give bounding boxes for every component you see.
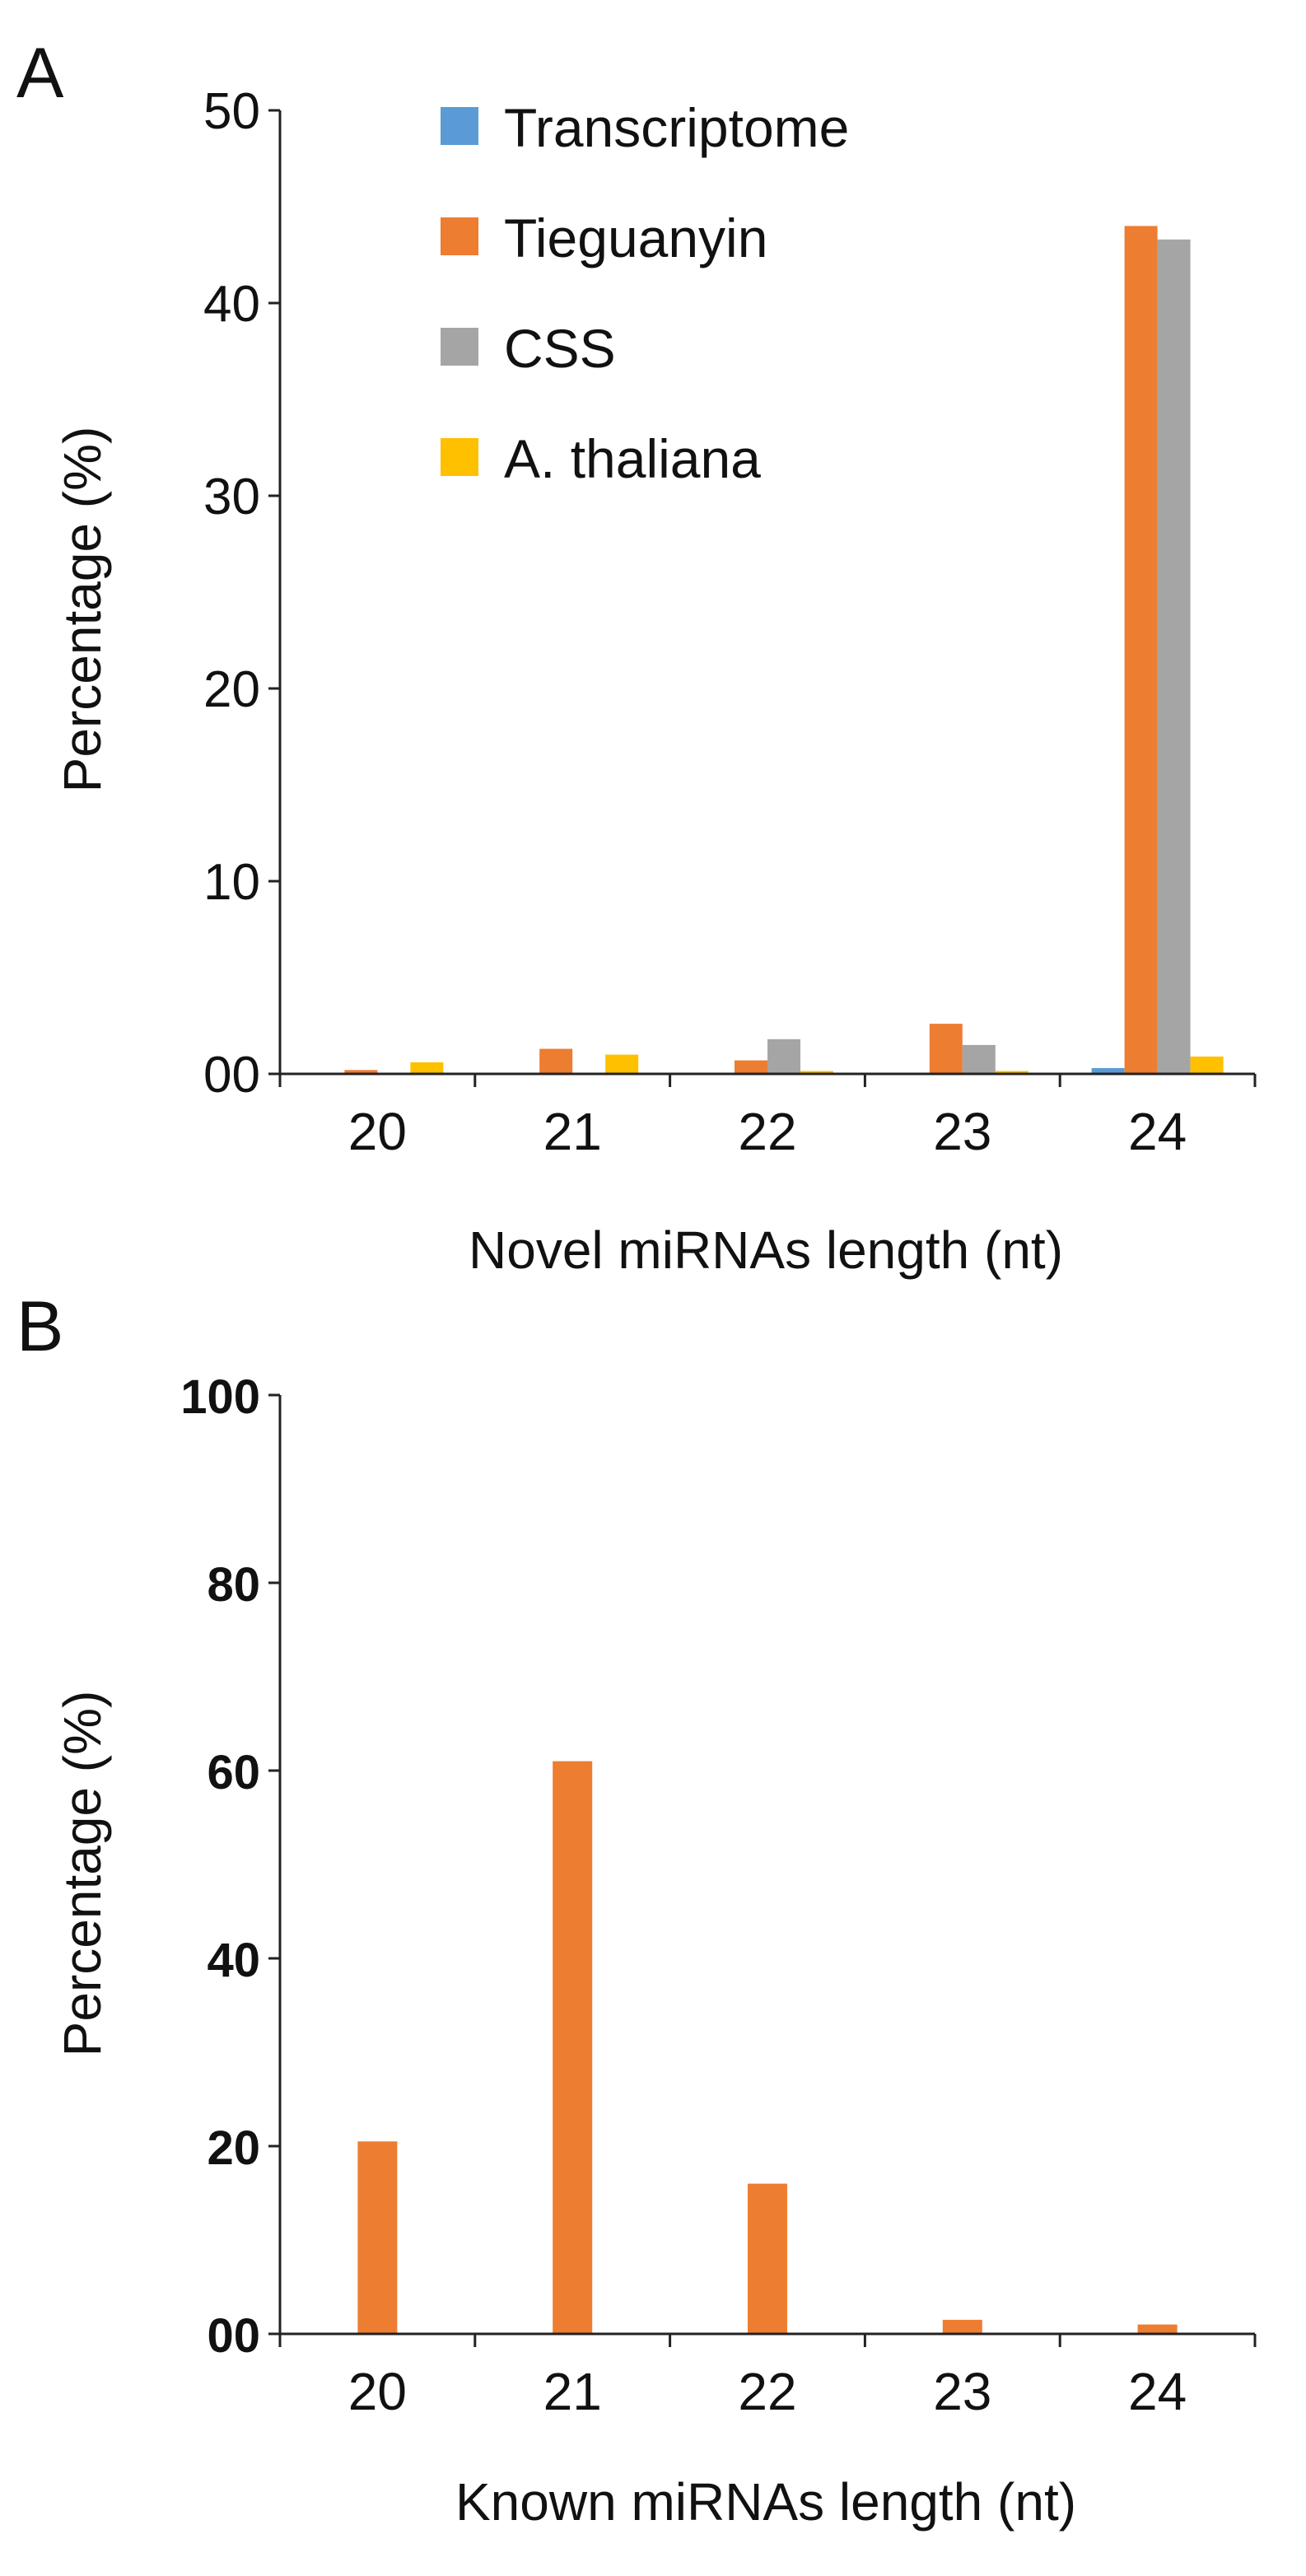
b-bar bbox=[357, 2141, 398, 2334]
a-bar bbox=[344, 1070, 378, 1074]
a-y-tick-label: 10 bbox=[203, 854, 260, 911]
a-legend-label: Transcriptome bbox=[504, 97, 849, 158]
a-bar bbox=[1091, 1067, 1125, 1074]
b-y-tick-label: 20 bbox=[207, 2121, 260, 2175]
a-y-tick-label: 00 bbox=[203, 1047, 260, 1104]
b-bar bbox=[748, 2183, 787, 2334]
panel-b-x-axis-label: Known miRNAs length (nt) bbox=[455, 2472, 1076, 2532]
b-y-tick-label: 40 bbox=[207, 1934, 260, 1987]
a-bar bbox=[995, 1071, 1028, 1074]
panel-b: B Percentage (%) Known miRNAs length (nt… bbox=[16, 1287, 1257, 2532]
a-bar bbox=[962, 1044, 996, 1074]
panel-b-y-axis-label: Percentage (%) bbox=[53, 1691, 112, 2057]
b-y-tick-label: 100 bbox=[180, 1370, 260, 1424]
b-y-tick-label: 80 bbox=[207, 1558, 260, 1612]
a-legend-label: CSS bbox=[504, 318, 616, 379]
b-bar bbox=[942, 2319, 982, 2334]
b-x-tick-label: 22 bbox=[738, 2362, 796, 2421]
a-bar bbox=[539, 1048, 573, 1074]
panel-a-legend: Transcriptome Tieguanyin CSS A. thaliana bbox=[441, 97, 849, 489]
a-bar bbox=[605, 1054, 639, 1074]
a-bar bbox=[767, 1038, 800, 1074]
a-y-tick-label: 30 bbox=[203, 469, 260, 525]
panel-b-bars bbox=[357, 1761, 1178, 2334]
a-legend-label: A. thaliana bbox=[504, 428, 761, 489]
a-x-tick-label: 20 bbox=[348, 1102, 407, 1161]
a-y-tick-label: 20 bbox=[203, 661, 260, 718]
b-x-tick-label: 20 bbox=[348, 2362, 407, 2421]
a-bar bbox=[929, 1024, 963, 1074]
panel-a-x-axis-label: Novel miRNAs length (nt) bbox=[469, 1220, 1063, 1280]
b-x-tick-label: 24 bbox=[1128, 2362, 1187, 2421]
a-legend-label: Tieguanyin bbox=[504, 208, 767, 268]
panel-a-axes: 00 10 20 30 40 50 20 21 22 23 24 bbox=[203, 83, 1257, 1161]
a-bar bbox=[1124, 226, 1158, 1074]
panel-a-bars bbox=[344, 226, 1224, 1074]
a-bar bbox=[1190, 1056, 1224, 1074]
panel-a-y-axis-label: Percentage (%) bbox=[53, 427, 112, 793]
a-legend-swatch bbox=[441, 217, 478, 255]
a-x-tick-label: 23 bbox=[933, 1102, 991, 1161]
b-x-tick-label: 23 bbox=[933, 2362, 991, 2421]
panel-b-letter: B bbox=[16, 1287, 63, 1366]
a-bar bbox=[410, 1062, 444, 1074]
a-y-tick-label: 40 bbox=[203, 276, 260, 333]
b-x-tick-label: 21 bbox=[543, 2362, 602, 2421]
b-y-tick-label: 60 bbox=[207, 1746, 260, 1799]
a-y-tick-label: 50 bbox=[203, 83, 260, 140]
b-bar bbox=[553, 1761, 593, 2334]
a-x-tick-label: 24 bbox=[1128, 1102, 1187, 1161]
a-legend-swatch bbox=[441, 107, 478, 145]
b-bar bbox=[1137, 2324, 1178, 2334]
a-x-tick-label: 22 bbox=[738, 1102, 796, 1161]
a-bar bbox=[1157, 239, 1191, 1074]
a-bar bbox=[735, 1060, 767, 1074]
panel-b-axes: 00 20 40 60 80 100 20 21 22 23 24 bbox=[180, 1370, 1257, 2421]
panel-a: A Percentage (%) Novel miRNAs length (nt… bbox=[16, 34, 1257, 1280]
a-x-tick-label: 21 bbox=[543, 1102, 602, 1161]
a-legend-swatch bbox=[441, 438, 478, 476]
panel-a-letter: A bbox=[16, 34, 64, 113]
a-legend-swatch bbox=[441, 328, 478, 366]
b-y-tick-label: 00 bbox=[207, 2309, 260, 2363]
a-bar bbox=[800, 1071, 833, 1074]
